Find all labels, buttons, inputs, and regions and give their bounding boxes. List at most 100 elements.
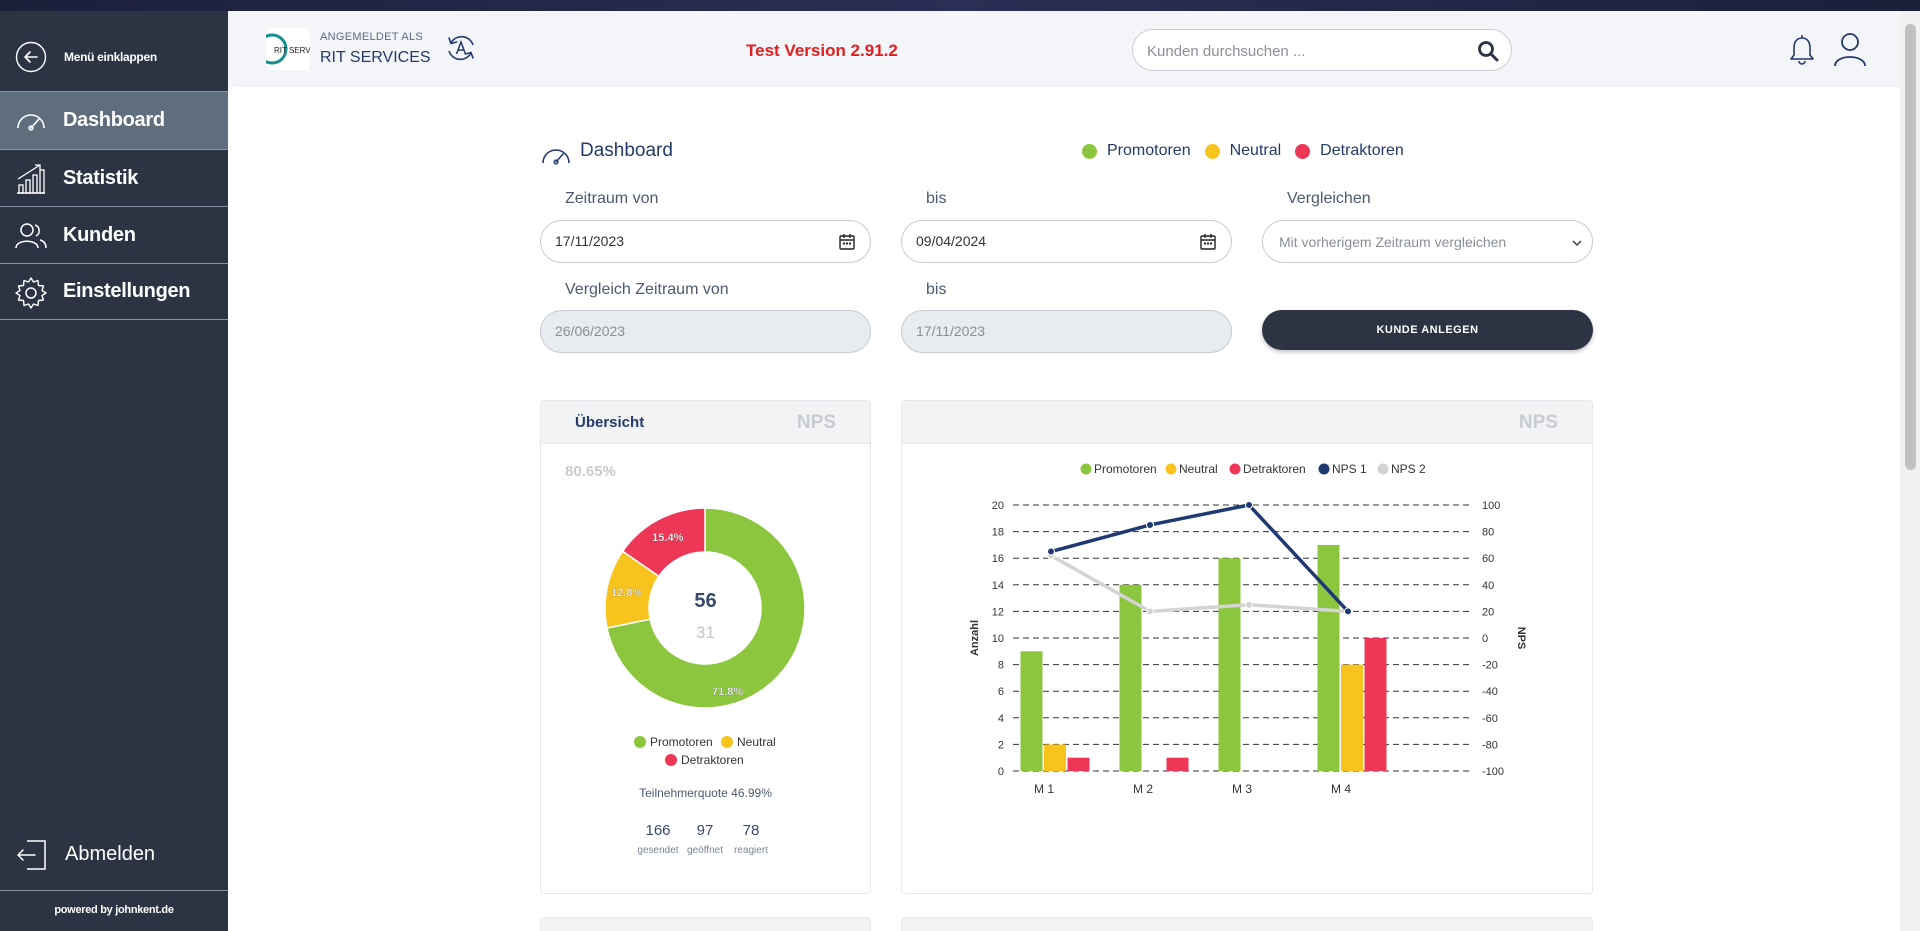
window-top-strip: [0, 0, 1920, 11]
bar-promotoren[interactable]: [1119, 584, 1142, 771]
bar-detraktoren[interactable]: [1067, 757, 1090, 771]
bar-neutral[interactable]: [1044, 744, 1066, 771]
y-tick-label: 4: [998, 713, 1004, 725]
calendar-icon[interactable]: [1199, 233, 1217, 251]
stat-sent-value: 166: [645, 822, 671, 839]
page-title: Dashboard: [580, 140, 673, 161]
legend-dot: [634, 736, 646, 748]
y-tick-label: 16: [992, 553, 1004, 565]
arrow-left-circle-icon: [15, 41, 47, 73]
line-point[interactable]: [1245, 501, 1253, 509]
gear-icon: [15, 277, 47, 309]
y2-tick-label: 100: [1482, 500, 1500, 512]
y2-tick-label: -60: [1482, 713, 1498, 725]
bar-detraktoren[interactable]: [1166, 757, 1189, 771]
bar-promotoren[interactable]: [1317, 544, 1340, 771]
line-point[interactable]: [1047, 547, 1055, 556]
lower-card-left: [540, 917, 871, 931]
period-from-input[interactable]: [555, 233, 805, 249]
donut-slice-detraktoren[interactable]: [621, 507, 706, 578]
gauge-icon: [17, 114, 45, 131]
switch-account-icon[interactable]: [444, 31, 478, 65]
compare-to-input[interactable]: [916, 323, 1166, 339]
x-tick-label: M 3: [1232, 782, 1252, 796]
donut-slice-label: 71.8%: [712, 686, 743, 698]
y2-tick-label: 80: [1482, 527, 1494, 539]
donut-slice-label: 12.8%: [611, 587, 642, 599]
user-profile-icon[interactable]: [1832, 31, 1868, 67]
sidebar-item-kunden[interactable]: Kunden: [0, 206, 228, 263]
notification-bell-icon[interactable]: [1788, 34, 1816, 66]
bar-promotoren[interactable]: [1218, 558, 1241, 771]
lower-card-right: [901, 917, 1593, 931]
line-point[interactable]: [1344, 607, 1352, 616]
calendar-icon[interactable]: [838, 233, 856, 251]
legend-label: Neutral: [1229, 142, 1282, 159]
bar-promotoren[interactable]: [1020, 651, 1043, 771]
overview-card-header: Übersicht NPS: [541, 401, 870, 444]
legend-dot: [1204, 143, 1220, 159]
y2-tick-label: 40: [1482, 580, 1494, 592]
stat-sent-label: gesendet: [637, 845, 679, 856]
legend-dot: [721, 736, 733, 748]
y2-axis-title: NPS: [1515, 627, 1527, 650]
collapse-menu-label: Menü einklappen: [64, 50, 157, 64]
sidebar-item-dashboard[interactable]: Dashboard: [0, 91, 228, 149]
top-header: RIT SERVICES ANGEMELDET ALS RIT SERVICES…: [228, 11, 1900, 87]
bar-neutral[interactable]: [1341, 664, 1363, 771]
search-input[interactable]: [1147, 40, 1467, 62]
line-point[interactable]: [1245, 600, 1253, 609]
logout-button[interactable]: Abmelden: [0, 831, 228, 877]
y-tick-label: 20: [992, 500, 1004, 512]
logged-in-as-label: ANGEMELDET ALS: [320, 31, 424, 43]
y-tick-label: 10: [992, 633, 1004, 645]
bar-detraktoren[interactable]: [1364, 638, 1387, 771]
y2-tick-label: 0: [1482, 633, 1488, 645]
y2-tick-label: -20: [1482, 660, 1498, 672]
chart-legend-label: Promotoren: [1094, 462, 1157, 476]
line-point[interactable]: [1146, 520, 1154, 529]
y2-tick-label: 20: [1482, 606, 1494, 618]
tab-nps[interactable]: NPS: [796, 412, 836, 433]
chart-legend-label: Detraktoren: [1243, 462, 1306, 476]
stat-reacted-label: reagiert: [734, 845, 768, 856]
sidebar: Menü einklappen Dashboard Statistik: [0, 11, 228, 931]
account-name: RIT SERVICES: [320, 49, 431, 66]
y-axis-title: Anzahl: [969, 620, 981, 656]
collapse-menu-button[interactable]: Menü einklappen: [0, 37, 228, 77]
nps-bar-line-chart: Promotoren Neutral Detraktoren NPS 1 NPS 202…: [969, 462, 1527, 796]
users-icon: [15, 223, 47, 249]
chart-legend-dot: [1165, 463, 1177, 475]
sidebar-item-einstellungen[interactable]: Einstellungen: [0, 263, 228, 320]
chart-legend-dot: [1377, 463, 1389, 475]
donut-center-subvalue: 31: [696, 623, 715, 642]
stat-opened-value: 97: [696, 822, 714, 839]
compare-select[interactable]: Mit vorherigem Zeitraum vergleichen: [1262, 220, 1593, 263]
period-to-input[interactable]: [916, 233, 1166, 249]
y2-tick-label: 60: [1482, 553, 1494, 565]
line-nps-1[interactable]: [1050, 503, 1350, 613]
donut-slice-promotoren[interactable]: [606, 507, 806, 709]
search-icon[interactable]: [1477, 40, 1499, 62]
tab-overview[interactable]: Übersicht: [575, 414, 645, 431]
compare-from-field: [540, 310, 871, 353]
legend-label: Detraktoren: [1320, 142, 1404, 159]
y2-tick-label: -40: [1482, 686, 1498, 698]
x-tick-label: M 1: [1034, 782, 1054, 796]
scrollbar-thumb[interactable]: [1905, 24, 1916, 470]
legend-label: Neutral: [737, 735, 776, 749]
y-tick-label: 6: [998, 686, 1004, 698]
compare-to-field: [901, 310, 1232, 353]
period-from-label: Zeitraum von: [565, 190, 659, 207]
donut-slice-label: 15.4%: [652, 532, 683, 544]
compare-from-input[interactable]: [555, 323, 805, 339]
line-nps-2[interactable]: [1050, 554, 1349, 614]
line-point[interactable]: [1146, 607, 1154, 616]
legend-label: Promotoren: [1107, 142, 1191, 159]
donut-center-value: 56: [694, 590, 717, 612]
create-customer-button[interactable]: KUNDE ANLEGEN: [1262, 310, 1593, 350]
period-to-field: [901, 220, 1232, 263]
svg-text:RIT SERVICES: RIT SERVICES: [274, 46, 310, 55]
sidebar-item-statistik[interactable]: Statistik: [0, 149, 228, 206]
legend-label: Detraktoren: [681, 753, 744, 767]
